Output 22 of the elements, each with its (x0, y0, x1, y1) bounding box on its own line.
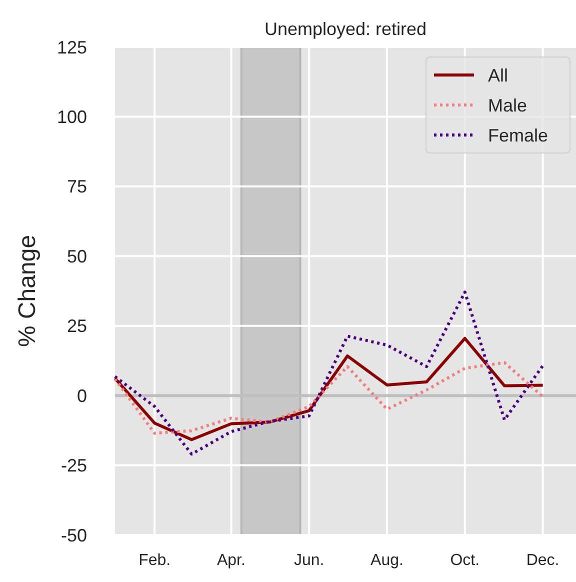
y-tick-label: 0 (76, 386, 87, 406)
y-axis-title: % Change (14, 234, 41, 348)
legend-label: Male (488, 95, 528, 116)
line-series (114, 290, 544, 456)
legend-label: All (488, 65, 508, 86)
y-tick-label: 125 (56, 37, 87, 58)
y-tick-label: -50 (60, 525, 87, 546)
x-tick-label: Apr. (216, 552, 246, 569)
x-tick-label: Feb. (138, 552, 171, 569)
x-tick-label: Jun. (294, 552, 324, 569)
x-tick-label: Aug. (370, 552, 404, 569)
line-series (114, 336, 544, 442)
y-tick-label: 100 (56, 107, 87, 128)
y-tick-label: 75 (66, 176, 87, 197)
legend-label: Female (488, 125, 548, 146)
x-tick-label: Dec. (526, 552, 560, 569)
line-series (114, 361, 544, 435)
x-tick-label: Oct. (450, 552, 480, 569)
chart-title: Unemployed: retired (264, 19, 427, 39)
y-tick-label: -25 (60, 456, 87, 476)
y-tick-label: 25 (66, 316, 87, 336)
y-tick-label: 50 (66, 246, 87, 266)
